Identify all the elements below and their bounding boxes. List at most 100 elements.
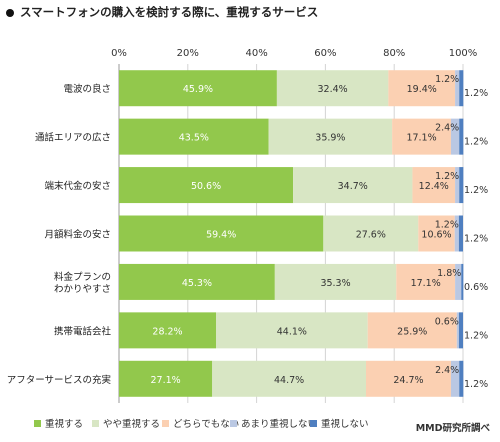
x-tick-label: 20%	[177, 48, 199, 59]
bar-segment	[323, 215, 419, 252]
category-label: 月額料金の安さ	[44, 229, 111, 241]
stacked-bar-chart: 0% 20% 40% 60% 80% 100%電波の良さ 45.9% 32.4% 19.4%1.…	[7, 48, 488, 403]
bar-segment	[367, 312, 457, 349]
data-label: 2.4%	[435, 365, 459, 376]
data-label: 27.6%	[356, 230, 386, 241]
data-label: 12.4%	[419, 181, 449, 192]
data-label: 0.6%	[435, 316, 459, 327]
legend-swatch	[310, 419, 317, 427]
data-label: 0.6%	[464, 282, 488, 293]
bar-segment	[454, 215, 459, 252]
x-tick-label: 100%	[449, 48, 478, 59]
x-tick-label: 0%	[111, 48, 127, 59]
data-label: 25.9%	[397, 326, 427, 337]
data-label: 34.7%	[338, 181, 368, 192]
bar-segment	[119, 263, 275, 300]
data-label: 1.2%	[464, 88, 488, 99]
data-label: 44.7%	[274, 375, 304, 386]
bar-segment	[455, 70, 460, 107]
bar-segment	[365, 360, 451, 397]
bar-segment	[276, 70, 389, 107]
data-label: 27.1%	[151, 375, 181, 386]
data-label: 1.2%	[435, 220, 459, 231]
category-label: 通話エリアの広さ	[35, 132, 111, 144]
bar-segment	[412, 167, 456, 204]
legend-label: やや重視する	[103, 419, 161, 430]
legend-label: どちらでもない	[173, 419, 240, 430]
bar-segment	[458, 312, 463, 349]
bar-segment	[212, 360, 366, 397]
bar-segment	[458, 215, 463, 252]
data-label: 32.4%	[318, 84, 348, 95]
data-label: 17.1%	[406, 133, 436, 144]
bar-segment	[461, 263, 464, 300]
data-label: 1.2%	[435, 171, 459, 182]
bar-segment	[293, 167, 413, 204]
data-label: 45.3%	[182, 278, 212, 289]
data-label: 19.4%	[407, 84, 437, 95]
data-label: 1.2%	[464, 185, 488, 196]
data-label: 50.6%	[191, 181, 221, 192]
category-label: 端末代金の安さ	[44, 180, 111, 192]
data-label: 17.1%	[411, 278, 441, 289]
data-label: 28.2%	[152, 326, 182, 337]
data-label: 35.9%	[315, 133, 345, 144]
data-label: 43.5%	[179, 133, 209, 144]
legend-item: 重視しない	[310, 416, 369, 430]
bar-segment	[455, 263, 462, 300]
legend-swatch	[92, 419, 99, 427]
category-label: わかりやすさ	[54, 284, 111, 295]
bar-segment	[268, 118, 393, 155]
bar-segment	[392, 118, 451, 155]
data-label: 1.2%	[435, 74, 459, 85]
category-label: 電波の良さ	[63, 83, 111, 95]
bar-segment	[119, 312, 217, 349]
bar-segment	[450, 360, 460, 397]
category-label: 携帯電話会社	[54, 325, 112, 337]
bar-segment	[396, 263, 456, 300]
legend-swatch	[162, 419, 169, 427]
legend-swatch	[230, 419, 237, 427]
source-credit: MMD研究所調べ	[415, 423, 490, 434]
legend-label: あまり重視しない	[241, 419, 318, 430]
legend-item: やや重視する	[92, 416, 160, 430]
category-label: 料金プランの	[54, 271, 111, 283]
bar-segment	[418, 215, 455, 252]
bar-segment	[388, 70, 456, 107]
bar-segment	[450, 118, 460, 155]
legend-label: 重視しない	[321, 419, 369, 430]
data-label: 45.9%	[183, 84, 213, 95]
bar-segment	[459, 167, 464, 204]
data-label: 44.1%	[277, 326, 307, 337]
x-tick-label: 60%	[314, 48, 336, 59]
data-label: 10.6%	[421, 230, 451, 241]
legend-swatch	[34, 419, 41, 427]
legend-item: どちらでもない	[162, 416, 239, 430]
data-label: 59.4%	[206, 230, 236, 241]
data-label: 1.2%	[464, 330, 488, 341]
bar-segment	[274, 263, 397, 300]
bar-segment	[459, 360, 464, 397]
data-label: 35.3%	[320, 278, 350, 289]
data-label: 1.2%	[464, 137, 488, 148]
bar-segment	[456, 312, 459, 349]
bar-segment	[119, 215, 324, 252]
x-tick-label: 40%	[245, 48, 267, 59]
data-label: 24.7%	[393, 375, 423, 386]
category-label: アフターサービスの充実	[7, 374, 112, 386]
bar-segment	[459, 118, 464, 155]
bar-segment	[119, 118, 269, 155]
chart-title: スマートフォンの購入を検討する際に、重視するサービス	[20, 5, 319, 19]
legend-item: 重視する	[34, 416, 83, 430]
data-label: 1.2%	[464, 234, 488, 245]
data-label: 1.8%	[437, 268, 461, 279]
bar-segment	[455, 167, 460, 204]
data-label: 1.2%	[464, 379, 488, 390]
bar-segment	[119, 167, 294, 204]
bar-segment	[459, 70, 464, 107]
bar-segment	[119, 70, 277, 107]
x-tick-label: 80%	[383, 48, 405, 59]
bar-segment	[119, 360, 213, 397]
data-label: 2.4%	[435, 123, 459, 134]
bar-segment	[216, 312, 368, 349]
